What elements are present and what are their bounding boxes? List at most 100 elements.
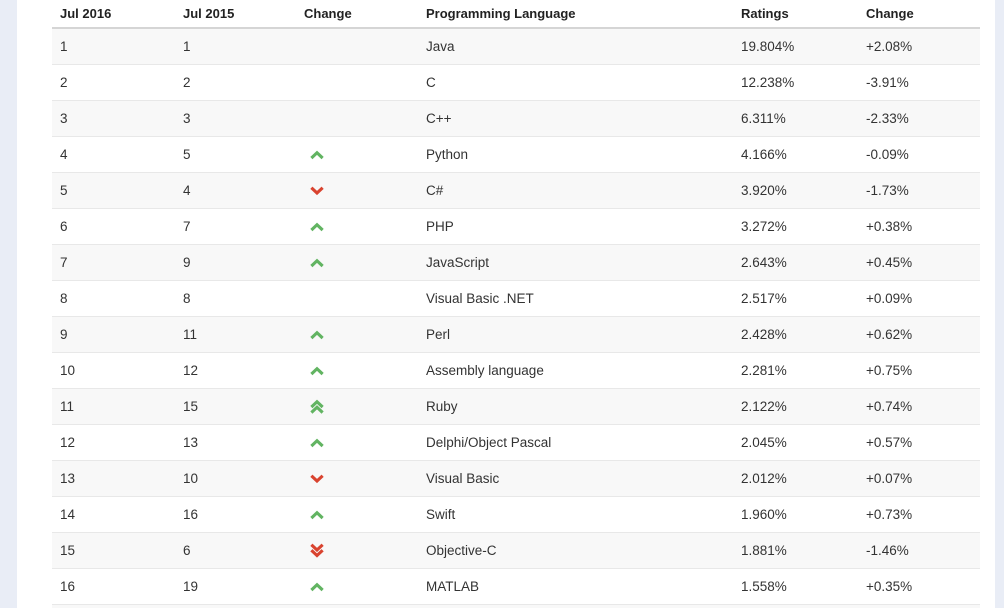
ratings-cell: 4.166% — [733, 136, 858, 173]
table-row: 10 12 Assembly language 2.281% +0.75% — [52, 352, 980, 389]
ratings-cell: 3.920% — [733, 172, 858, 209]
rank-2015-cell: 5 — [175, 136, 296, 173]
rank-change-cell — [296, 604, 418, 608]
rank-up-icon — [310, 510, 324, 520]
ratings-change-cell: +0.07% — [858, 460, 980, 497]
rank-2015-cell: 13 — [175, 424, 296, 461]
rank-change-cell — [296, 100, 418, 137]
ratings-cell: 2.122% — [733, 388, 858, 425]
ratings-cell: 1.960% — [733, 496, 858, 533]
rank-up-icon — [310, 330, 324, 340]
ratings-change-cell: +2.08% — [858, 28, 980, 65]
table-row: 4 5 Python 4.166% -0.09% — [52, 136, 980, 173]
rank-change-cell — [296, 280, 418, 317]
ratings-change-cell: -2.33% — [858, 100, 980, 137]
ratings-change-cell: +0.09% — [858, 280, 980, 317]
rank-2016-cell: 7 — [52, 244, 175, 281]
language-cell: Python — [418, 136, 733, 173]
ratings-cell: 2.045% — [733, 424, 858, 461]
rank-2016-cell: 13 — [52, 460, 175, 497]
rank-2016-cell: 15 — [52, 532, 175, 569]
ratings-change-cell — [858, 604, 980, 608]
left-page-margin — [0, 0, 17, 608]
rank-2015-cell: 1 — [175, 28, 296, 65]
language-cell: C — [418, 64, 733, 101]
rank-change-cell — [296, 460, 418, 497]
rank-2015-cell: 19 — [175, 568, 296, 605]
rank-2016-cell: 11 — [52, 388, 175, 425]
header-jul-2016: Jul 2016 — [52, 0, 175, 29]
language-cell: C# — [418, 172, 733, 209]
rank-change-cell — [296, 568, 418, 605]
rank-2015-cell: 16 — [175, 496, 296, 533]
ratings-change-cell: +0.73% — [858, 496, 980, 533]
right-page-margin — [995, 0, 1004, 608]
table-row: 13 10 Visual Basic 2.012% +0.07% — [52, 460, 980, 497]
header-programming-language: Programming Language — [418, 0, 733, 29]
rank-2015-cell: 6 — [175, 532, 296, 569]
language-cell: PHP — [418, 208, 733, 245]
ratings-change-cell: +0.62% — [858, 316, 980, 353]
table-row: 7 9 JavaScript 2.643% +0.45% — [52, 244, 980, 281]
rank-change-cell — [296, 172, 418, 209]
header-jul-2015: Jul 2015 — [175, 0, 296, 29]
rank-2016-cell: 12 — [52, 424, 175, 461]
language-cell: JavaScript — [418, 244, 733, 281]
ratings-change-cell: -0.09% — [858, 136, 980, 173]
table-row: 15 6 Objective-C 1.881% -1.46% — [52, 532, 980, 569]
ratings-cell — [733, 604, 858, 608]
rank-2015-cell: 15 — [175, 388, 296, 425]
rank-up-icon — [310, 222, 324, 232]
table-header: Jul 2016 Jul 2015 Change Programming Lan… — [52, 0, 980, 29]
table-row: 12 13 Delphi/Object Pascal 2.045% +0.57% — [52, 424, 980, 461]
rank-change-cell — [296, 532, 418, 569]
rank-2015-cell: 12 — [175, 352, 296, 389]
language-cell: Java — [418, 28, 733, 65]
ratings-cell: 2.281% — [733, 352, 858, 389]
rank-up-icon — [310, 258, 324, 268]
rank-change-cell — [296, 244, 418, 281]
rank-change-cell — [296, 352, 418, 389]
rank-2015-cell: 2 — [175, 64, 296, 101]
rank-change-cell — [296, 388, 418, 425]
language-cell: Ruby — [418, 388, 733, 425]
rank-down-icon — [310, 474, 324, 484]
language-cell: Delphi/Object Pascal — [418, 424, 733, 461]
rank-2016-cell: 16 — [52, 568, 175, 605]
rank-2015-cell: 11 — [175, 316, 296, 353]
language-cell: Assembly language — [418, 352, 733, 389]
table-body: 1 1 Java 19.804% +2.08% 2 2 C 12.238% -3… — [52, 28, 980, 608]
language-cell: C++ — [418, 100, 733, 137]
rank-up-icon — [310, 582, 324, 592]
ratings-cell: 2.517% — [733, 280, 858, 317]
rank-2016-cell: 6 — [52, 208, 175, 245]
language-cell: Visual Basic — [418, 460, 733, 497]
ratings-cell: 2.643% — [733, 244, 858, 281]
table-row: 6 7 PHP 3.272% +0.38% — [52, 208, 980, 245]
ratings-cell: 3.272% — [733, 208, 858, 245]
table-row-partial — [52, 604, 980, 608]
rank-2015-cell: 7 — [175, 208, 296, 245]
ratings-change-cell: +0.38% — [858, 208, 980, 245]
ratings-change-cell: +0.75% — [858, 352, 980, 389]
rank-down-icon — [310, 186, 324, 196]
rank-2016-cell: 1 — [52, 28, 175, 65]
header-ratings-change: Change — [858, 0, 980, 29]
rank-change-cell — [296, 496, 418, 533]
rank-2015-cell: 8 — [175, 280, 296, 317]
rankings-table: Jul 2016 Jul 2015 Change Programming Lan… — [52, 0, 980, 608]
table-row: 16 19 MATLAB 1.558% +0.35% — [52, 568, 980, 605]
language-cell: Objective-C — [418, 532, 733, 569]
ratings-cell: 1.558% — [733, 568, 858, 605]
ratings-cell: 2.012% — [733, 460, 858, 497]
rank-change-cell — [296, 136, 418, 173]
ratings-change-cell: +0.57% — [858, 424, 980, 461]
table-row: 1 1 Java 19.804% +2.08% — [52, 28, 980, 65]
rank-change-cell — [296, 316, 418, 353]
rank-change-cell — [296, 424, 418, 461]
ratings-change-cell: -1.46% — [858, 532, 980, 569]
language-cell — [418, 604, 733, 608]
rank-2016-cell: 3 — [52, 100, 175, 137]
ratings-change-cell: +0.35% — [858, 568, 980, 605]
